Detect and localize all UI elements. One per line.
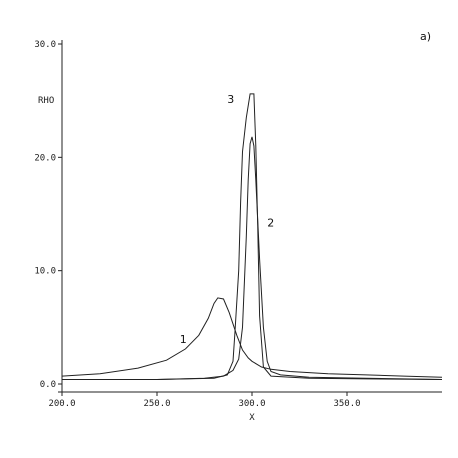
y-tick-label: 30.0 [34,40,56,50]
x-tick-label: 300.0 [238,399,265,409]
series-3-line [62,93,443,380]
y-tick-label: 0.0 [40,380,56,390]
x-tick-label: 350.0 [333,399,360,409]
series-2-label: 2 [267,216,274,229]
series-group [61,93,443,380]
y-tick-label: 10.0 [34,267,56,277]
y-tick-label: 20.0 [34,153,56,163]
series-1-line [61,297,443,378]
y-axis-title: RHO [38,96,54,106]
y-ticks: 0.0 10.0 20.0 30.0 [34,40,62,390]
x-tick-label: 250.0 [143,399,170,409]
x-ticks: 200.0 250.0 300.0 350.0 [48,392,361,409]
x-tick-label: 200.0 [48,399,75,409]
panel-label: a) [420,30,431,43]
series-3-label: 3 [227,93,234,106]
x-axis-title: X [249,413,255,423]
series-2-line [62,136,443,380]
series-1-label: 1 [180,333,187,346]
curve-labels: 1 2 3 [180,93,274,346]
